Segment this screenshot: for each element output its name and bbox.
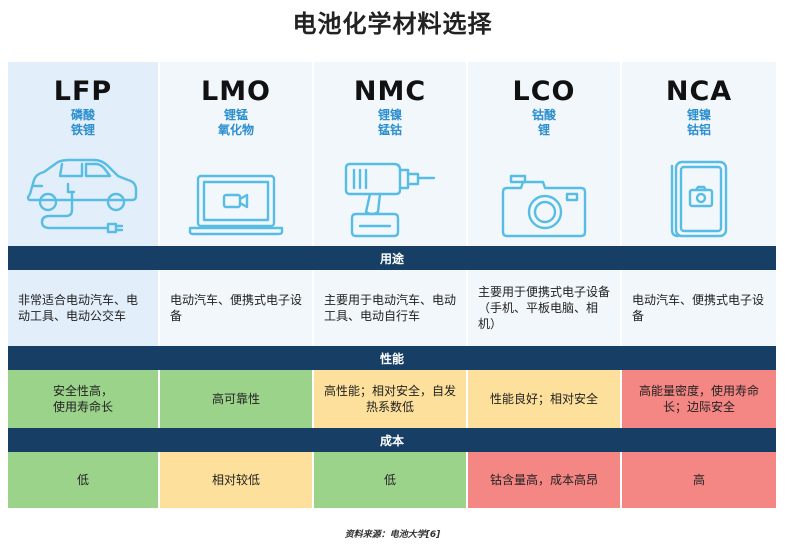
chemistry-header-row: LFP 磷酸 铁锂 LMO 锂锰 氧 — [8, 62, 776, 246]
chemistry-abbr: NMC — [353, 76, 427, 107]
performance-row: 安全性高， 使用寿命长 高可靠性 高性能；相对安全，自发热系数低 性能良好；相对… — [8, 370, 776, 428]
performance-cell-lco: 性能良好；相对安全 — [468, 370, 622, 428]
performance-cell-nmc: 高性能；相对安全，自发热系数低 — [314, 370, 468, 428]
cost-cell-lfp: 低 — [8, 452, 160, 508]
laptop-video-icon — [171, 148, 301, 240]
smartphone-camera-icon — [634, 148, 764, 240]
chemistry-name-line1: 锂镍 — [686, 108, 711, 122]
chemistry-abbr: LFP — [53, 76, 113, 107]
chemistry-comparison-table: LFP 磷酸 铁锂 LMO 锂锰 氧 — [8, 62, 776, 508]
use-cell-lmo: 电动汽车、便携式电子设备 — [160, 270, 314, 346]
section-header-cost: 成本 — [8, 428, 776, 452]
power-drill-icon — [325, 148, 455, 240]
cost-row: 低 相对较低 低 钴含量高，成本高昂 高 — [8, 452, 776, 508]
chemistry-name-line2: 锰钴 — [377, 123, 402, 137]
section-header-use: 用途 — [8, 246, 776, 270]
chemistry-name-line2: 锂 — [537, 123, 550, 137]
chemistry-header-nca: NCA 锂镍 钴铝 — [622, 62, 776, 246]
camera-icon — [479, 148, 609, 240]
chemistry-name-line1: 钴酸 — [531, 108, 556, 122]
cost-cell-nmc: 低 — [314, 452, 468, 508]
chemistry-abbr: LMO — [200, 76, 272, 107]
section-header-performance: 性能 — [8, 346, 776, 370]
page-title: 电池化学材料选择 — [292, 10, 493, 38]
chemistry-abbr: NCA — [665, 76, 733, 107]
performance-cell-lmo: 高可靠性 — [160, 370, 314, 428]
chemistry-name-line2: 铁锂 — [70, 123, 95, 137]
use-cell-nmc: 主要用于电动汽车、电动工具、电动自行车 — [314, 270, 468, 346]
chemistry-name-line2: 钴铝 — [686, 123, 711, 137]
chemistry-name-line2: 氧化物 — [217, 123, 254, 137]
cost-cell-lmo: 相对较低 — [160, 452, 314, 508]
chemistry-abbr: LCO — [512, 76, 576, 107]
chemistry-header-nmc: NMC 锂镍 锰钴 — [314, 62, 468, 246]
cost-cell-lco: 钴含量高，成本高昂 — [468, 452, 622, 508]
source-note: 资料来源：电池大学[6] — [344, 530, 441, 540]
chemistry-header-lfp: LFP 磷酸 铁锂 — [8, 62, 160, 246]
chemistry-name-line1: 锂镍 — [377, 108, 402, 122]
use-cell-lco: 主要用于便携式电子设备（手机、平板电脑、相机） — [468, 270, 622, 346]
performance-cell-nca: 高能量密度，使用寿命长；边际安全 — [622, 370, 776, 428]
use-row: 非常适合电动汽车、电动工具、电动公交车 电动汽车、便携式电子设备 主要用于电动汽… — [8, 270, 776, 346]
chemistry-header-lco: LCO 钴酸 锂 — [468, 62, 622, 246]
performance-cell-lfp: 安全性高， 使用寿命长 — [8, 370, 160, 428]
electric-car-icon — [18, 148, 148, 240]
use-cell-lfp: 非常适合电动汽车、电动工具、电动公交车 — [8, 270, 160, 346]
chemistry-name-line1: 磷酸 — [70, 108, 95, 122]
chemistry-header-lmo: LMO 锂锰 氧化物 — [160, 62, 314, 246]
cost-cell-nca: 高 — [622, 452, 776, 508]
chemistry-name-line1: 锂锰 — [223, 108, 248, 122]
use-cell-nca: 电动汽车、便携式电子设备 — [622, 270, 776, 346]
